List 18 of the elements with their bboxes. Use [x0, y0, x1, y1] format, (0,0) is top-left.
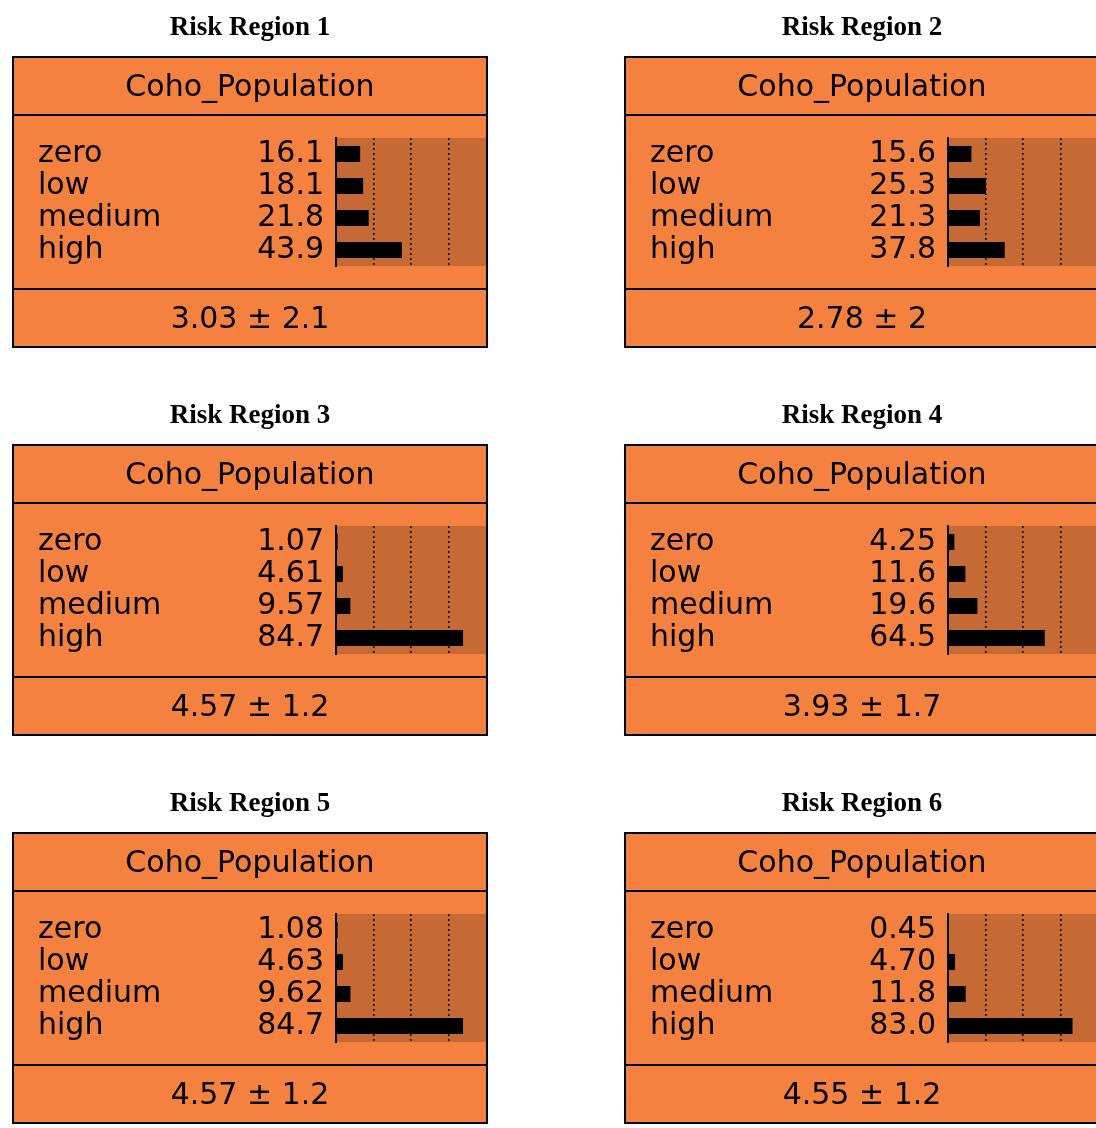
- chart-subtitle: Coho_Population: [14, 446, 486, 504]
- chart-subtitle: Coho_Population: [14, 834, 486, 892]
- chart-subtitle: Coho_Population: [14, 58, 486, 116]
- text: 4.57 ± 1.2: [14, 1064, 486, 1122]
- chart-subtitle: Coho_Population: [626, 834, 1096, 892]
- chart-title: Risk Region 4: [780, 398, 944, 431]
- text: 3.03 ± 2.1: [14, 288, 486, 346]
- chart-subtitle: Coho_Population: [626, 446, 1096, 504]
- text: 2.78 ± 2: [626, 288, 1096, 346]
- text: 3.93 ± 1.7: [626, 676, 1096, 734]
- text: 4.55 ± 1.2: [626, 1064, 1096, 1122]
- chart-title: Risk Region 5: [168, 786, 332, 819]
- text: 4.57 ± 1.2: [14, 676, 486, 734]
- chart-title: Risk Region 3: [168, 398, 332, 431]
- chart-subtitle: Coho_Population: [626, 58, 1096, 116]
- chart-title: Risk Region 1: [168, 10, 332, 43]
- chart-title: Risk Region 2: [780, 10, 944, 43]
- chart-title: Risk Region 6: [780, 786, 944, 819]
